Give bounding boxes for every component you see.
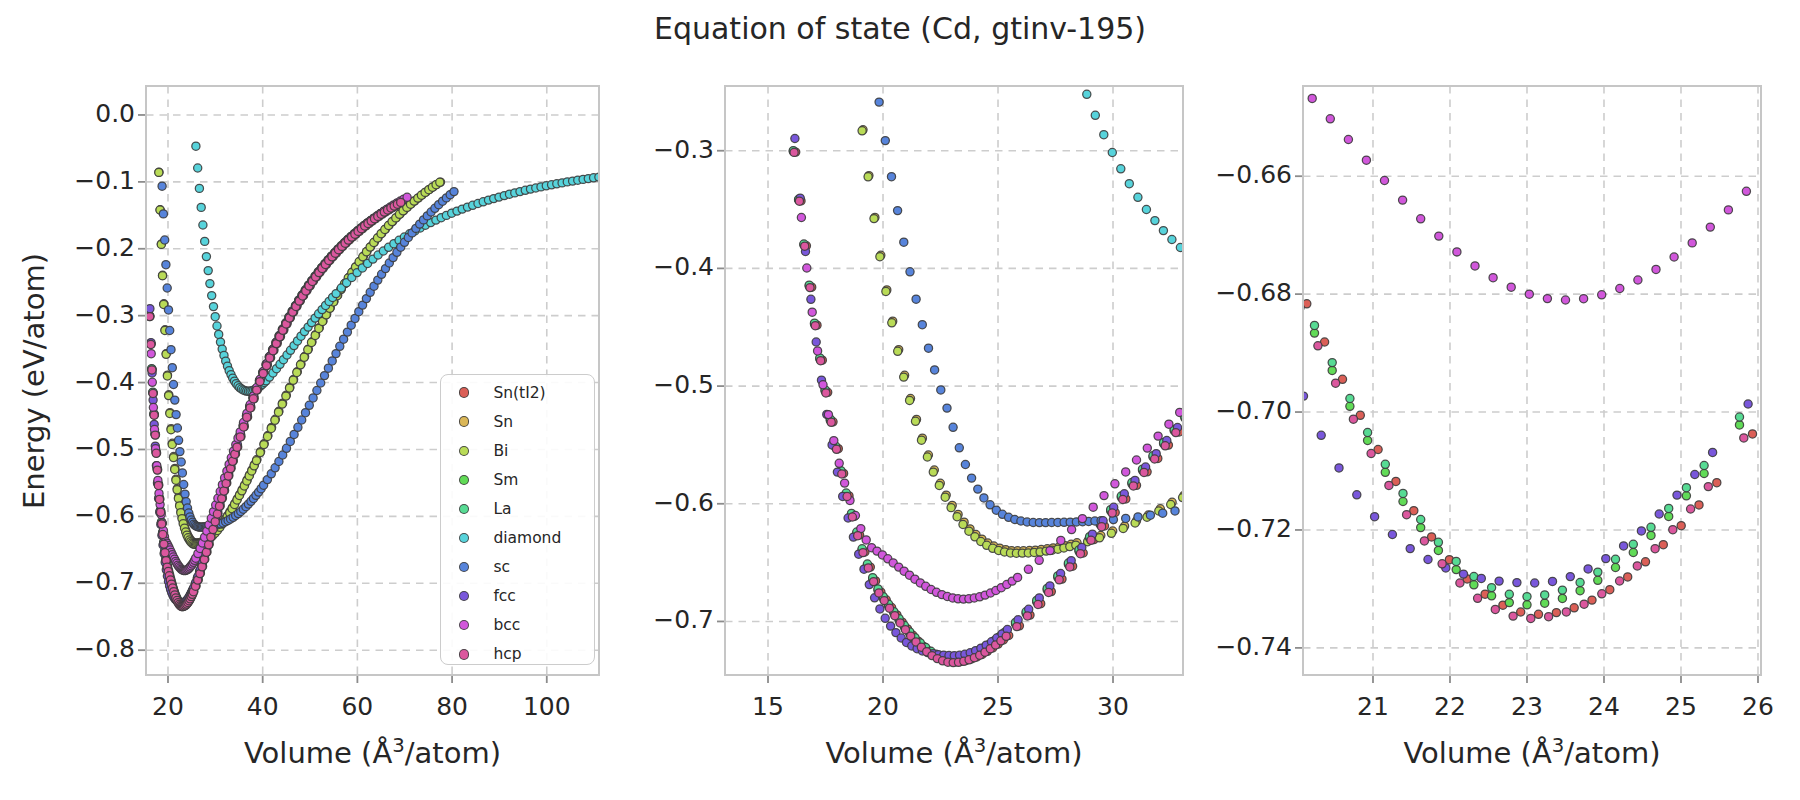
legend-label: diamond	[493, 529, 561, 547]
xtick-label: 22	[1434, 692, 1466, 721]
legend-item-Bi: Bi	[441, 436, 594, 465]
legend-marker-icon	[459, 620, 469, 630]
legend-item-Sn(tI2): Sn(tI2)	[441, 378, 594, 407]
legend-marker-icon	[459, 416, 469, 426]
ytick-label: −0.4	[594, 252, 714, 281]
xtick-label: 20	[152, 692, 184, 721]
ytick-label: −0.7	[15, 567, 135, 596]
subplot-2	[1295, 86, 1761, 683]
legend-label: fcc	[493, 587, 516, 605]
ytick-label: −0.68	[1172, 278, 1292, 307]
xtick-label: 23	[1511, 692, 1543, 721]
xtick-label: 26	[1742, 692, 1774, 721]
series-bcc	[1308, 94, 1750, 304]
figure-title: Equation of state (Cd, gtinv-195)	[654, 11, 1146, 46]
series-La	[789, 147, 1189, 663]
legend-marker-icon	[459, 562, 469, 572]
xtick-label: 100	[523, 692, 571, 721]
legend-marker-icon	[459, 591, 469, 601]
ytick-label: −0.8	[15, 634, 135, 663]
legend-marker-icon	[459, 387, 469, 397]
xtick-label: 25	[982, 692, 1014, 721]
ytick-label: −0.5	[594, 370, 714, 399]
xtick-label: 25	[1665, 692, 1697, 721]
series-hcp	[1296, 304, 1748, 623]
series-Sm	[789, 147, 1189, 664]
series-Sn	[859, 126, 1188, 555]
ytick-label: −0.66	[1172, 160, 1292, 189]
legend-label: Bi	[493, 442, 508, 460]
legend-label: Sn(tI2)	[493, 384, 545, 402]
series-Sn(tI2)	[1303, 300, 1757, 619]
legend-label: hcp	[493, 645, 521, 663]
grid-1	[725, 86, 1183, 675]
ytick-label: −0.70	[1172, 396, 1292, 425]
ytick-label: −0.72	[1172, 514, 1292, 543]
legend-marker-icon	[459, 446, 469, 456]
series-Bi	[155, 168, 444, 548]
series-diamond	[192, 142, 603, 395]
x-axis-label: Volume (Å3/atom)	[244, 736, 501, 770]
figure: Equation of state (Cd, gtinv-195) 20 40 60…	[0, 0, 1800, 800]
legend-item-Sm: Sm	[441, 465, 594, 494]
xtick-label: 60	[341, 692, 373, 721]
y-axis-label: Energy (eV/atom)	[17, 253, 51, 509]
xtick-label: 80	[436, 692, 468, 721]
xtick-label: 20	[867, 692, 899, 721]
ytick-label: 0.0	[15, 99, 135, 128]
xtick-label: 21	[1357, 692, 1389, 721]
legend-label: Sn	[493, 413, 513, 431]
series-fcc	[791, 134, 1192, 659]
ytick-label: −0.74	[1172, 632, 1292, 661]
ytick-label: −0.7	[594, 605, 714, 634]
legend-label: Sm	[493, 471, 518, 489]
xtick-label: 30	[1097, 692, 1129, 721]
legend-marker-icon	[459, 649, 469, 659]
axes-spines-1	[725, 86, 1183, 675]
legend-item-La: La	[441, 494, 594, 523]
legend-label: La	[493, 500, 511, 518]
ytick-label: −0.6	[594, 488, 714, 517]
subplot-1	[717, 76, 1193, 683]
legend-label: bcc	[493, 616, 520, 634]
x-axis-label: Volume (Å3/atom)	[826, 736, 1083, 770]
legend-item-hcp: hcp	[441, 640, 594, 669]
series-Sn(tI2)	[792, 148, 1184, 666]
xtick-label: 40	[247, 692, 279, 721]
legend-marker-icon	[459, 475, 469, 485]
xtick-label: 15	[752, 692, 784, 721]
legend-item-diamond: diamond	[441, 523, 594, 552]
legend-label: sc	[493, 558, 510, 576]
series-sc	[875, 98, 1191, 527]
legend: Sn(tI2) Sn Bi Sm La diamond sc fcc bcc hcp	[440, 374, 595, 665]
ytick-label: −0.3	[594, 135, 714, 164]
legend-marker-icon	[459, 533, 469, 543]
x-axis-label: Volume (Å3/atom)	[1404, 736, 1661, 770]
legend-item-bcc: bcc	[441, 611, 594, 640]
legend-item-fcc: fcc	[441, 582, 594, 611]
ytick-label: −0.1	[15, 166, 135, 195]
legend-item-Sn: Sn	[441, 407, 594, 436]
plot-canvas	[0, 0, 1800, 800]
legend-marker-icon	[459, 504, 469, 514]
xtick-label: 24	[1588, 692, 1620, 721]
legend-item-sc: sc	[441, 553, 594, 582]
